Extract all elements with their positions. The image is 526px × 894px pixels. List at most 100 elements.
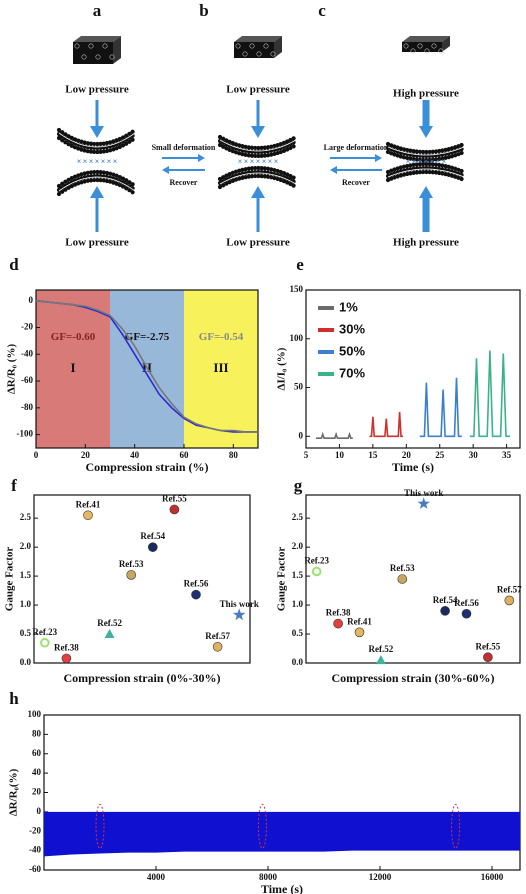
y-tick-label: 1.0 (292, 599, 304, 609)
pressure-arrow-head (90, 126, 104, 138)
point-label: Ref.41 (347, 616, 372, 626)
point-label: Ref.52 (97, 618, 122, 628)
particle (92, 141, 97, 147)
x-tick-label: 4000 (147, 872, 166, 882)
particle (233, 142, 239, 147)
foam-pore (424, 48, 430, 54)
particle (459, 142, 464, 148)
point-label: Ref.56 (454, 598, 479, 608)
transition-arrow-head (330, 166, 337, 174)
particle (427, 157, 432, 163)
particle (240, 152, 245, 157)
particle (221, 175, 226, 180)
particle (459, 150, 464, 156)
particle (449, 173, 455, 178)
particle (124, 186, 129, 191)
particle (217, 180, 223, 186)
particle (401, 155, 407, 160)
particle (385, 169, 391, 175)
particle (408, 171, 413, 176)
particle (389, 151, 394, 156)
particle (385, 177, 391, 183)
foam-pore (263, 43, 269, 49)
particle (95, 149, 100, 155)
particle (272, 175, 277, 181)
particle (127, 139, 132, 144)
particle (288, 137, 293, 143)
y-tick-label: 0.5 (292, 628, 304, 638)
particle (101, 178, 106, 183)
particle (111, 147, 116, 152)
particle (108, 140, 113, 145)
y-tick-label: -40 (29, 845, 41, 855)
contact-mark: × (268, 157, 273, 166)
particle (124, 182, 129, 187)
particle (291, 144, 296, 149)
point (354, 627, 365, 638)
particle (114, 146, 119, 151)
particle (79, 147, 84, 152)
pressure-arrow-head (251, 126, 265, 138)
particle (111, 172, 116, 177)
particle (262, 145, 267, 150)
foam-pore (417, 43, 423, 49)
particle (72, 182, 78, 187)
particle (63, 179, 68, 184)
particle (108, 148, 113, 153)
x-tick-label: 10 (335, 450, 345, 460)
particle (437, 170, 442, 176)
particle (60, 189, 65, 194)
particle (130, 182, 135, 187)
particle (389, 176, 394, 181)
particle (275, 168, 280, 174)
particle (288, 181, 293, 187)
particle (217, 176, 223, 182)
particle (224, 181, 229, 186)
particle (221, 140, 226, 145)
contact-mark: × (436, 157, 441, 166)
y-tick-label: 2.5 (20, 512, 32, 522)
particle (124, 141, 129, 146)
particle (85, 178, 90, 183)
particle-shell (387, 146, 465, 156)
contact-mark: × (250, 157, 255, 166)
plot-frame (305, 494, 521, 664)
particle (221, 136, 226, 141)
particle-shell (219, 139, 297, 152)
particle (417, 149, 423, 154)
particle (69, 176, 74, 181)
particle (433, 157, 439, 162)
point-label: Ref.38 (326, 608, 351, 618)
particle (227, 147, 232, 152)
transition-label: Recover (170, 178, 198, 187)
particle (449, 146, 455, 151)
particle (240, 175, 245, 180)
particle (88, 141, 94, 146)
point (461, 608, 472, 619)
particle (117, 182, 122, 188)
foam-block (442, 36, 450, 52)
particle (411, 157, 416, 162)
x-tick-label: 15 (368, 450, 378, 460)
foam-pore (95, 54, 101, 60)
x-tick-label: 16000 (481, 872, 504, 882)
particle (117, 140, 122, 146)
point (40, 637, 50, 648)
particle (63, 187, 68, 192)
x-tick-label: 5 (304, 450, 309, 460)
particle (217, 134, 223, 140)
particle (385, 141, 391, 147)
particle (288, 145, 293, 151)
panel-letter: b (199, 1, 208, 20)
particle (408, 156, 413, 161)
particle (272, 167, 277, 173)
particle (278, 177, 283, 183)
plot-frame (35, 289, 259, 449)
particle (63, 132, 68, 137)
y-tick-label: -100 (17, 429, 34, 439)
x-tick-label: 20 (402, 450, 412, 460)
particle (405, 163, 410, 169)
point (333, 618, 343, 629)
particle (60, 138, 65, 143)
foam-block (402, 36, 450, 42)
